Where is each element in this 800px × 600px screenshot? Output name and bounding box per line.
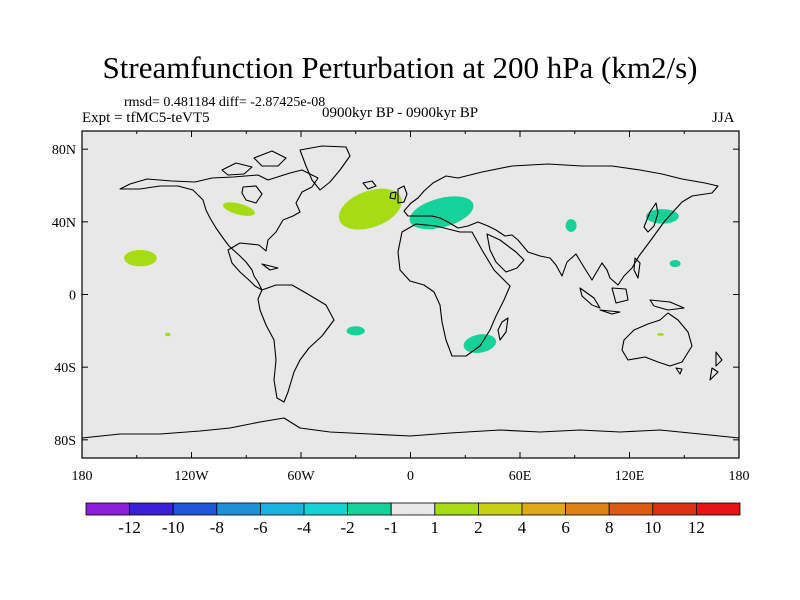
coastline-hudson-bay [241,185,263,204]
coastline-sumatra [579,287,601,309]
y-tick-label: 40N [52,216,76,231]
x-tick-label: 60W [287,469,315,484]
colorbar-swatch [216,502,261,516]
colorbar-swatch [303,502,348,516]
coastline-philippines [633,257,641,279]
x-tick-label: 120E [615,469,645,484]
colorbar-label: -1 [384,518,398,537]
coastline-madagascar [497,317,509,341]
y-tick-label: 0 [69,289,76,304]
anomaly-hawaii-positive [123,249,157,267]
colorbar-swatch [259,502,305,516]
colorbar-label: -4 [297,518,312,537]
anomaly-central-asia-negative [565,219,577,232]
colorbar-label: -2 [341,518,355,537]
y-tick-label: 80S [54,434,76,449]
colorbar-label: -6 [253,518,267,537]
colorbar-swatch [565,502,610,516]
map-background [82,131,739,458]
coastline-arctic-islands [221,150,287,176]
coastline-layer [82,145,739,458]
x-tick-label: 0 [407,469,414,484]
coastline-java [599,309,621,315]
colorbar-label: -12 [118,518,141,537]
colorbar-label: 2 [474,518,483,537]
coastline-greenland [299,145,351,191]
colorbar-swatch [521,502,566,516]
y-tick-label: 40S [54,361,76,376]
colorbar-swatch [85,502,130,516]
season-label: JJA [712,110,735,126]
coastline-africa [397,223,511,357]
colorbar: -12 -10 -8 -6 -4 -2 -1 1 2 4 6 8 10 12 [85,502,741,537]
y-axis: 80N 40N 0 40S 80S [52,143,739,449]
coastline-north-america [119,169,319,291]
anomaly-north-atlantic-positive [338,188,402,230]
period-label: 0900kyr BP - 0900kyr BP [322,105,479,121]
colorbar-swatch [347,502,392,516]
colorbar-swatch [696,502,741,516]
stats-label: rmsd= 0.481184 diff= -2.87425e-08 [124,95,326,110]
x-tick-label: 180 [729,469,750,484]
anomaly-south-atlantic-negative [346,326,365,336]
x-tick-label: 120W [174,469,209,484]
coastline-australia [621,312,693,367]
anomaly-europe-negative [409,196,474,230]
colorbar-label: -10 [162,518,185,537]
colorbar-swatch [390,502,436,516]
coastline-new-guinea [649,299,685,311]
colorbar-label: -8 [210,518,224,537]
colorbar-swatch [477,502,523,516]
anomaly-australia-positive [656,333,665,336]
coastline-new-zealand [709,351,723,381]
experiment-label: Expt = tfMC5-teVT5 [82,110,210,126]
anomaly-layer [123,188,681,353]
coastline-south-america [257,284,335,403]
coastline-british-isles [389,185,408,204]
anomaly-great-lakes-positive [223,202,255,216]
coastline-iceland [362,180,377,190]
x-tick-label: 60E [509,469,532,484]
x-tick-label: 180 [72,469,93,484]
colorbar-swatch [129,502,174,516]
colorbar-label: 10 [644,518,661,537]
x-axis: 180 120W 60W 0 60E 120E 180 [72,131,750,484]
anomaly-japan-negative [645,209,679,224]
colorbar-label: 12 [688,518,705,537]
anomaly-west-pacific-negative [669,259,681,268]
coastline-cuba [261,263,279,271]
coastline-eurasia [403,163,719,286]
colorbar-label: 4 [518,518,527,537]
coastline-tasmania [675,367,683,375]
coastline-arabia [486,233,525,273]
colorbar-swatch [434,502,479,516]
coastline-japan [643,202,659,233]
colorbar-label: 1 [431,518,440,537]
colorbar-swatch [172,502,218,516]
coastline-antarctica [82,417,739,458]
anomaly-south-pacific-positive [165,332,171,337]
y-tick-label: 80N [52,143,76,158]
colorbar-swatch [608,502,654,516]
colorbar-swatch [652,502,697,516]
colorbar-label: 6 [561,518,570,537]
coastline-borneo [611,287,629,304]
anomaly-southern-africa-negative [463,334,497,353]
colorbar-label: 8 [605,518,614,537]
map-title: Streamfunction Perturbation at 200 hPa (… [102,50,698,85]
